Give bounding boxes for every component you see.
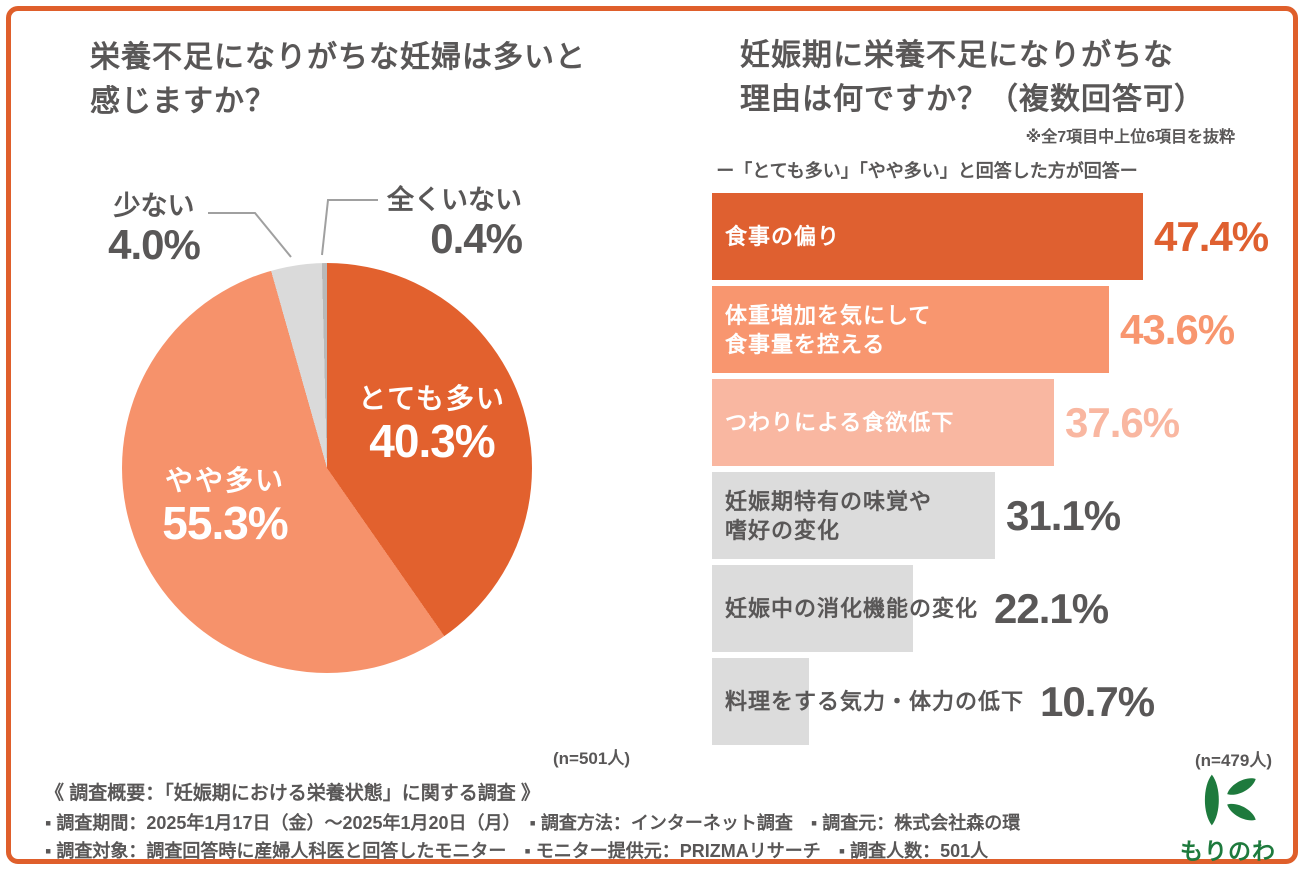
- bar-chart-title-line1: 妊娠期に栄養不足になりがちな: [740, 39, 1174, 72]
- leader-line-sukunai: [208, 212, 292, 258]
- bar-value-label: 43.6%: [1120, 305, 1235, 353]
- bar-content: 体重増加を気にして 食事量を控える 43.6%: [712, 286, 1292, 373]
- morinowa-leaf-icon: [1204, 774, 1256, 826]
- bar-content: 料理をする気力・体力の低下 10.7%: [712, 658, 1292, 745]
- morinowa-logo-text: もりのわ: [1180, 838, 1276, 864]
- bar-fill: [712, 565, 913, 652]
- pie-chart-title-line2: 感じますか？: [90, 85, 276, 118]
- bar-content: 食事の偏り 47.4%: [712, 193, 1292, 280]
- pie-chart-title-line1: 栄養不足になりがちな妊婦は多いと: [90, 41, 586, 74]
- pie-label-zenkuinai-value: 0.4%: [430, 215, 523, 262]
- bar-category-label: 料理をする気力・体力の低下: [725, 689, 1025, 714]
- bar-category-label: つわりによる食欲低下: [725, 410, 955, 435]
- pie-chart-title: 栄養不足になりがちな妊婦は多いと 感じますか？: [90, 36, 586, 124]
- pie-chart: [122, 263, 532, 673]
- bar-fill: [712, 286, 1109, 373]
- bar-row: 料理をする気力・体力の低下 10.7%: [712, 658, 1292, 745]
- survey-overview-heading: 《 調査概要：「妊娠期における栄養状態」に関する調査 》: [45, 783, 541, 804]
- pie-label-sukunai: 少ない 4.0%: [98, 190, 210, 268]
- survey-detail-line1: ▪ 調査期間：2025年1月17日（金）～2025年1月20日（月） ▪ 調査方…: [45, 813, 1021, 833]
- bar-category-label: 妊娠期特有の味覚や 嗜好の変化: [725, 488, 933, 543]
- bar-row: 妊娠期特有の味覚や 嗜好の変化 31.1%: [712, 472, 1292, 559]
- pie-label-totemo-ooi-name: とても多い: [358, 383, 506, 414]
- pie-label-totemo-ooi: とても多い 40.3%: [352, 382, 512, 466]
- pie-label-totemo-ooi-value: 40.3%: [369, 415, 495, 467]
- bar-fill: [712, 193, 1143, 280]
- survey-detail-line2: ▪ 調査対象：調査回答時に産婦人科医と回答したモニター ▪ モニター提供元：PR…: [45, 841, 989, 861]
- bar-value-label: 31.1%: [1006, 491, 1121, 539]
- bar-chart-subtitle: ー「とても多い」「やや多い」と回答した方が回答ー: [716, 161, 1138, 181]
- pie-label-zenkuinai: 全くいない 0.4%: [330, 184, 523, 262]
- pie-label-sukunai-name: 少ない: [113, 191, 195, 221]
- bar-value-label: 47.4%: [1154, 212, 1269, 260]
- bar-category-label: 妊娠中の消化機能の変化: [725, 596, 979, 621]
- pie-label-sukunai-value: 4.0%: [108, 221, 201, 268]
- pie-sample-size: (n=501人): [553, 749, 630, 768]
- morinowa-logo: もりのわ: [1178, 770, 1278, 866]
- pie-label-yaya-ooi-name: やや多い: [164, 465, 285, 496]
- bar-sample-size: (n=479人): [1195, 751, 1272, 770]
- bar-row: 体重増加を気にして 食事量を控える 43.6%: [712, 286, 1292, 373]
- bar-chart-title-line2: 理由は何ですか？（複数回答可）: [740, 83, 1205, 116]
- bar-content: 妊娠期特有の味覚や 嗜好の変化 31.1%: [712, 472, 1292, 559]
- pie-label-yaya-ooi-value: 55.3%: [162, 497, 288, 549]
- pie-label-zenkuinai-name: 全くいない: [387, 185, 522, 215]
- bar-chart-note: ※全7項目中上位6項目を抜粋: [1025, 129, 1235, 146]
- bar-row: 妊娠中の消化機能の変化 22.1%: [712, 565, 1292, 652]
- bar-value-label: 22.1%: [994, 584, 1109, 632]
- bar-chart: 食事の偏り 47.4% 体重増加を気にして 食事量を控える 43.6% つわりによる食欲…: [712, 193, 1292, 745]
- bar-fill: [712, 658, 809, 745]
- bar-fill: [712, 379, 1054, 466]
- bar-chart-title: 妊娠期に栄養不足になりがちな 理由は何ですか？（複数回答可）: [740, 34, 1205, 122]
- bar-content: つわりによる食欲低下 37.6%: [712, 379, 1292, 466]
- bar-category-label: 体重増加を気にして 食事量を控える: [725, 302, 932, 357]
- bar-row: 食事の偏り 47.4%: [712, 193, 1292, 280]
- bar-category-label: 食事の偏り: [725, 224, 841, 249]
- bar-row: つわりによる食欲低下 37.6%: [712, 379, 1292, 466]
- bar-value-label: 37.6%: [1065, 398, 1180, 446]
- bar-fill: [712, 472, 995, 559]
- bar-value-label: 10.7%: [1040, 677, 1155, 725]
- bar-content: 妊娠中の消化機能の変化 22.1%: [712, 565, 1292, 652]
- pie-label-yaya-ooi: やや多い 55.3%: [150, 464, 300, 548]
